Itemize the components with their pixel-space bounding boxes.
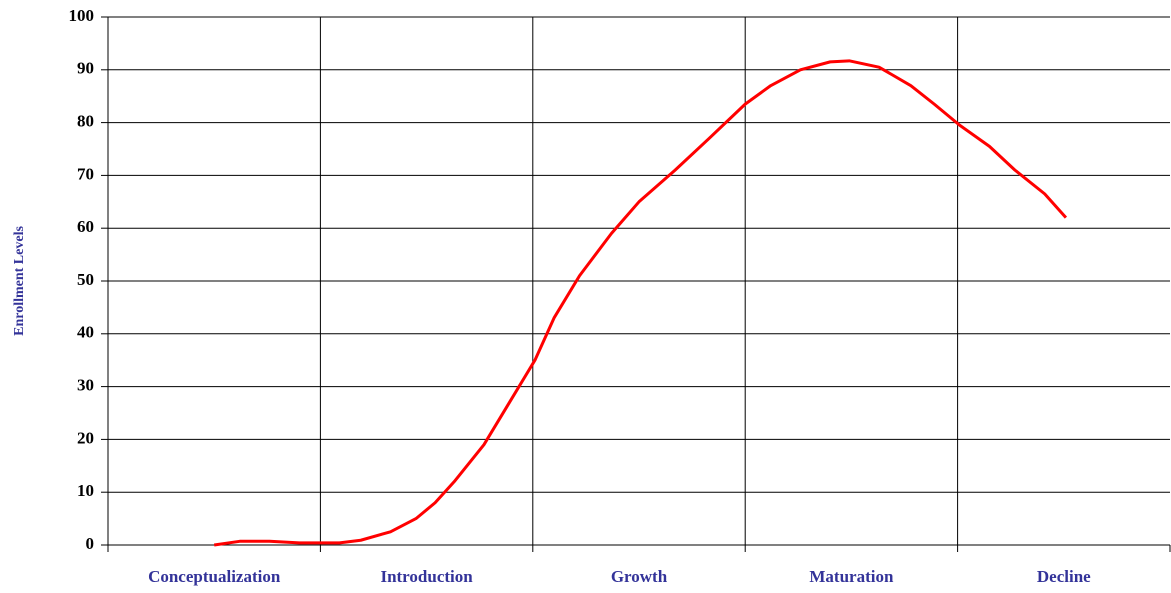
x-tick-label: Conceptualization — [148, 567, 281, 586]
line-series — [213, 59, 1068, 547]
x-tick-label: Growth — [611, 567, 668, 586]
y-tick-label: 80 — [77, 112, 94, 131]
y-tick-label: 40 — [77, 323, 94, 342]
y-tick-label: 100 — [69, 6, 95, 25]
y-tick-label: 60 — [77, 217, 94, 236]
x-tick-label: Introduction — [380, 567, 473, 586]
y-tick-label: 20 — [77, 428, 94, 447]
y-tick-label: 70 — [77, 164, 94, 183]
x-tick-label: Decline — [1037, 567, 1091, 586]
x-tick-label: Maturation — [809, 567, 894, 586]
y-tick-label: 50 — [77, 270, 94, 289]
y-tick-label: 90 — [77, 59, 94, 78]
y-tick-label: 10 — [77, 481, 94, 500]
y-tick-label: 0 — [86, 534, 95, 553]
y-axis-label: Enrollment Levels — [12, 226, 27, 336]
y-tick-label: 30 — [77, 376, 94, 395]
